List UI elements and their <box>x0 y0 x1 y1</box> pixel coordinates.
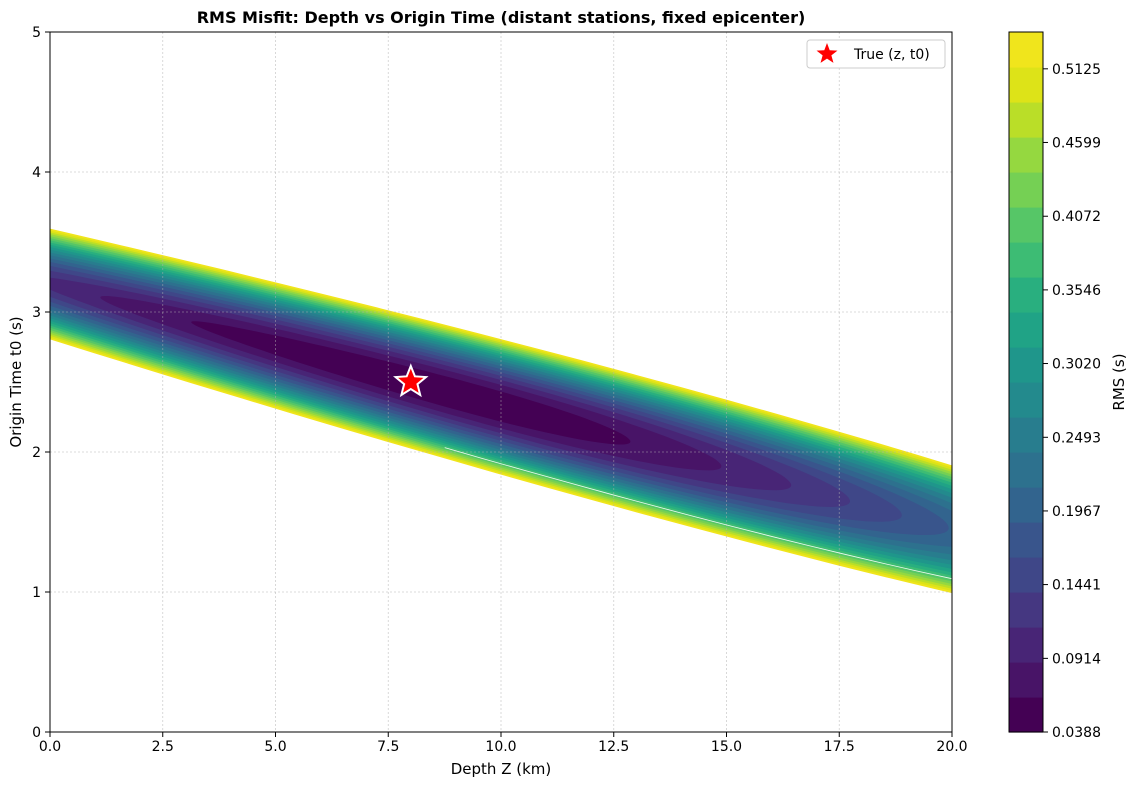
colorbar-segment <box>1009 522 1043 558</box>
colorbar-tick-label: 0.0388 <box>1052 725 1101 741</box>
x-tick-label: 20.0 <box>936 739 967 755</box>
colorbar-segment <box>1009 417 1043 453</box>
colorbar-segment <box>1009 242 1043 278</box>
colorbar-label: RMS (s) <box>1110 353 1128 410</box>
colorbar <box>1009 32 1043 733</box>
x-axis-label: Depth Z (km) <box>451 760 552 778</box>
colorbar-segment <box>1009 557 1043 593</box>
true-location-star-marker <box>393 363 429 398</box>
colorbar-tick-label: 0.4599 <box>1052 135 1101 151</box>
colorbar-tick-label: 0.1441 <box>1052 578 1101 594</box>
colorbar-ticks: 0.0388 0.0914 0.1441 0.1967 0.2493 0.3020 0.35… <box>1043 62 1101 741</box>
colorbar-segment <box>1009 67 1043 103</box>
colorbar-tick-label: 0.2493 <box>1052 430 1101 446</box>
y-tick-label: 1 <box>32 585 41 601</box>
legend: True (z, t0) <box>806 39 946 69</box>
y-tick-label: 4 <box>32 165 41 181</box>
x-tick-label: 7.5 <box>377 739 399 755</box>
colorbar-tick-label: 0.3546 <box>1052 283 1101 299</box>
x-tick-label: 12.5 <box>598 739 629 755</box>
colorbar-segment <box>1009 347 1043 383</box>
chart-title: RMS Misfit: Depth vs Origin Time (distan… <box>197 8 806 27</box>
y-tick-label: 3 <box>32 305 41 321</box>
x-tick-label: 5.0 <box>264 739 286 755</box>
colorbar-segment <box>1009 312 1043 348</box>
colorbar-segment <box>1009 102 1043 138</box>
colorbar-segment <box>1009 627 1043 663</box>
colorbar-segment <box>1009 172 1043 208</box>
colorbar-tick-label: 0.1967 <box>1052 504 1101 520</box>
colorbar-segment <box>1009 32 1043 68</box>
colorbar-tick-label: 0.5125 <box>1052 62 1101 78</box>
x-tick-label: 17.5 <box>824 739 855 755</box>
colorbar-segment <box>1009 662 1043 698</box>
legend-frame <box>806 39 946 69</box>
y-tick-label: 5 <box>32 25 41 41</box>
colorbar-segment <box>1009 277 1043 313</box>
colorbar-tick-label: 0.0914 <box>1052 651 1101 667</box>
colorbar-segment <box>1009 137 1043 173</box>
legend-entry-label: True (z, t0) <box>853 47 930 63</box>
y-tick-label: 2 <box>32 445 41 461</box>
x-tick-label: 0.0 <box>39 739 61 755</box>
colorbar-segment <box>1009 592 1043 628</box>
x-axis-ticks: 0.0 2.5 5.0 7.5 10.0 12.5 15.0 17.5 20.0 <box>39 732 968 755</box>
colorbar-segment <box>1009 487 1043 523</box>
colorbar-frame <box>1008 31 1044 733</box>
x-tick-label: 15.0 <box>711 739 742 755</box>
y-axis-ticks: 0 1 2 3 4 5 <box>32 25 50 741</box>
x-tick-label: 10.0 <box>485 739 516 755</box>
colorbar-segment <box>1009 382 1043 418</box>
colorbar-tick-label: 0.3020 <box>1052 357 1101 373</box>
y-tick-label: 0 <box>32 725 41 741</box>
colorbar-tick-label: 0.4072 <box>1052 209 1101 225</box>
y-axis-label: Origin Time t0 (s) <box>7 316 25 447</box>
legend-star-icon <box>816 43 838 63</box>
colorbar-segment <box>1009 697 1043 733</box>
colorbar-segment <box>1009 452 1043 488</box>
colorbar-segment <box>1009 207 1043 243</box>
x-tick-label: 2.5 <box>152 739 174 755</box>
